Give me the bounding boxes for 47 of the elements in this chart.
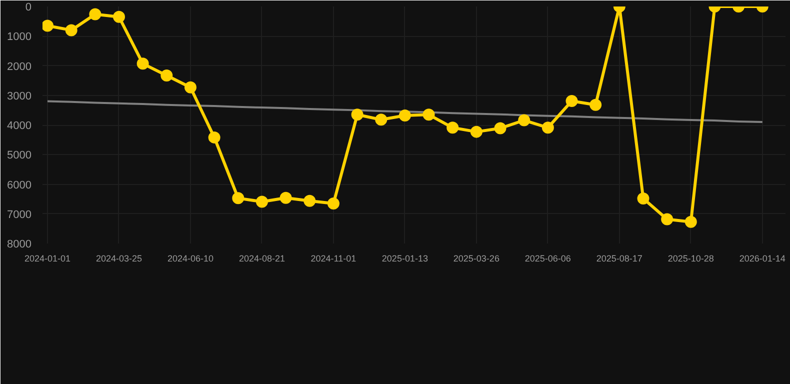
- point: [375, 114, 388, 126]
- point: [470, 126, 482, 138]
- point: [160, 70, 173, 82]
- point: [112, 10, 125, 23]
- point: [494, 122, 506, 134]
- point: [661, 213, 674, 226]
- point: [208, 131, 220, 144]
- x-tick-label: 2024-06-10: [167, 254, 214, 264]
- point: [304, 194, 316, 207]
- point: [42, 20, 54, 32]
- point: [446, 122, 459, 134]
- point: [637, 192, 650, 204]
- point: [684, 216, 697, 228]
- point: [89, 8, 102, 20]
- point: [65, 24, 78, 36]
- point: [280, 192, 292, 204]
- point: [566, 95, 578, 107]
- point: [232, 192, 244, 204]
- x-tick-label: 2024-03-25: [96, 254, 142, 264]
- y-tick-label: 3000: [7, 90, 32, 102]
- y-tick-label: 1000: [7, 31, 32, 44]
- y-tick-label: 8000: [7, 238, 32, 250]
- x-tick-label: 2024-11-01: [310, 254, 356, 264]
- point: [327, 198, 340, 210]
- x-tick-label: 2025-06-06: [524, 254, 571, 264]
- point: [422, 108, 435, 121]
- x-tick-label: 2026-01-14: [739, 254, 786, 264]
- x-tick-label: 2025-10-28: [668, 254, 714, 264]
- y-tick-label: 4000: [7, 120, 32, 132]
- point: [542, 122, 554, 134]
- point: [184, 81, 196, 94]
- point: [518, 114, 530, 126]
- x-tick-label: 2024-01-01: [24, 254, 71, 264]
- point: [351, 108, 364, 121]
- y-tick-label: 7000: [7, 208, 32, 221]
- point: [256, 196, 268, 208]
- x-tick-label: 2024-08-21: [238, 254, 285, 264]
- point: [398, 110, 411, 122]
- point: [136, 58, 149, 70]
- x-tick-label: 2025-01-13: [382, 254, 428, 264]
- x-tick-label: 2025-03-26: [453, 254, 500, 264]
- x-tick-label: 2025-08-17: [596, 254, 642, 264]
- y-tick-label: 0: [25, 2, 32, 14]
- y-tick-label: 2000: [7, 60, 32, 73]
- y-tick-label: 6000: [7, 179, 32, 192]
- point: [590, 98, 602, 111]
- y-tick-label: 5000: [7, 150, 32, 162]
